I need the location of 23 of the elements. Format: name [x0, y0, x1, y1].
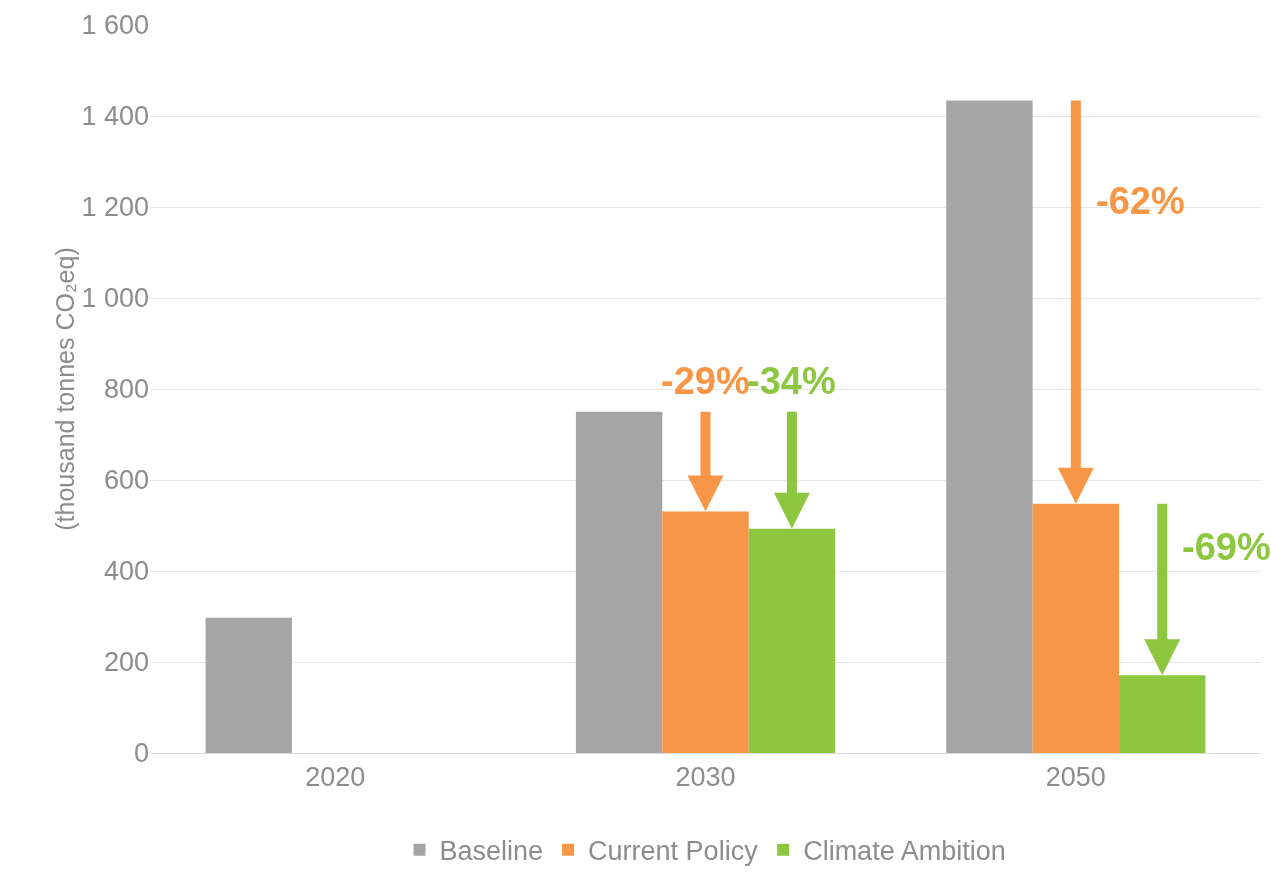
y-axis-title: (thousand tonnes CO₂eq) [51, 247, 80, 531]
x-tick-label: 2030 [675, 762, 736, 793]
y-tick-label: 0 [133, 738, 149, 769]
x-tick-label: 2050 [1045, 762, 1106, 793]
y-tick-label: 800 [103, 374, 149, 405]
y-tick-label: 600 [103, 465, 149, 496]
y-tick-label: 1 600 [81, 10, 149, 41]
annotation: -29% [661, 360, 750, 402]
legend-label: Baseline [439, 836, 544, 867]
legend-label: Climate Ambition [803, 836, 1006, 867]
legend-label: Current Policy [588, 836, 759, 867]
y-tick-label: 1 200 [81, 192, 149, 223]
bar [575, 411, 663, 753]
annotation: -34% [747, 360, 836, 402]
x-tick-label: 2020 [305, 762, 366, 793]
annotation: -69% [1182, 526, 1271, 568]
annotation: -62% [1096, 180, 1185, 222]
bar [205, 617, 292, 753]
y-tick-label: 200 [103, 647, 149, 678]
y-tick-label: 1 000 [81, 283, 149, 314]
bar [946, 100, 1033, 753]
y-tick-label: 1 400 [81, 101, 149, 132]
y-tick-label: 400 [103, 556, 149, 587]
